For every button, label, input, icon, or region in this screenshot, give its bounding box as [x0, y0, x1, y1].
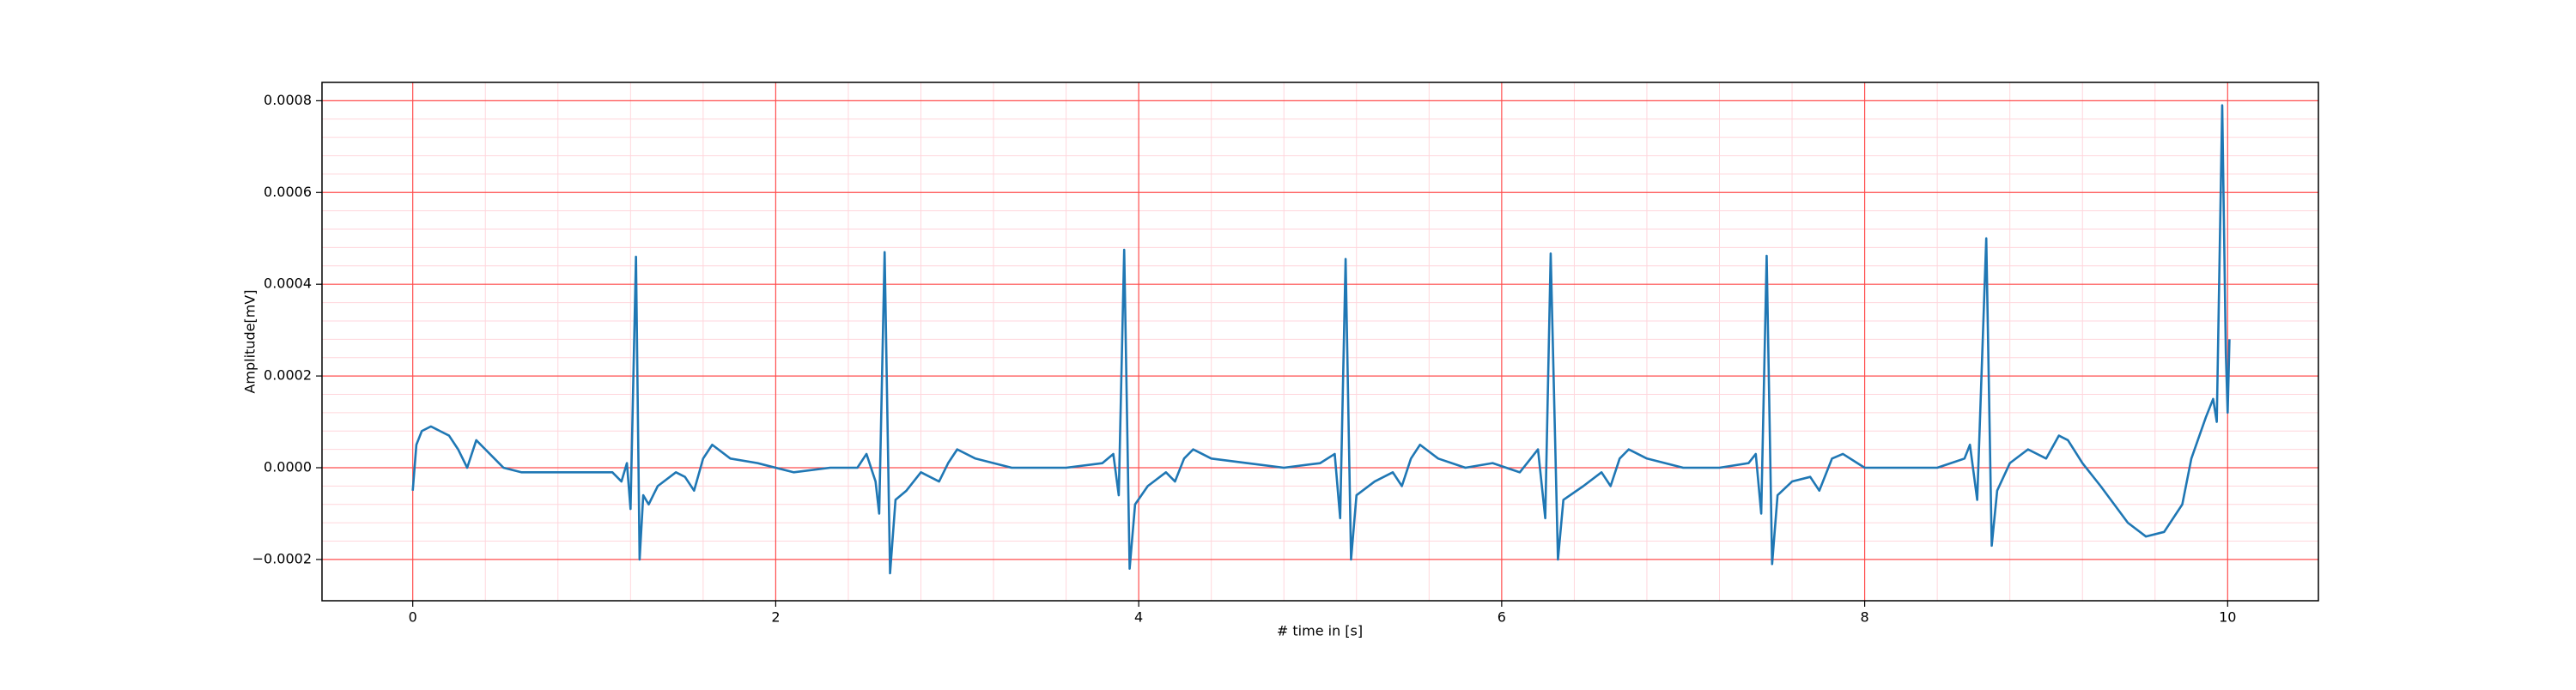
x-tick-label: 6	[1498, 609, 1506, 626]
y-tick-label: 0.0000	[264, 458, 312, 475]
y-tick-label: −0.0002	[252, 550, 312, 566]
x-axis-label: # time in [s]	[1277, 623, 1363, 639]
y-axis-label: Amplitude[mV]	[242, 289, 258, 393]
x-tick-label: 8	[1860, 609, 1868, 626]
plot-frame	[321, 82, 2319, 602]
y-tick-label: 0.0008	[264, 92, 312, 108]
x-tick-label: 2	[771, 609, 780, 626]
x-tick-label: 10	[2219, 609, 2236, 626]
x-tick-label: 0	[409, 609, 417, 626]
ecg-line	[411, 104, 2231, 575]
y-tick-label: 0.0004	[264, 275, 312, 292]
x-tick-label: 4	[1134, 609, 1143, 626]
y-tick-label: 0.0006	[264, 184, 312, 200]
y-tick-label: 0.0002	[264, 367, 312, 384]
